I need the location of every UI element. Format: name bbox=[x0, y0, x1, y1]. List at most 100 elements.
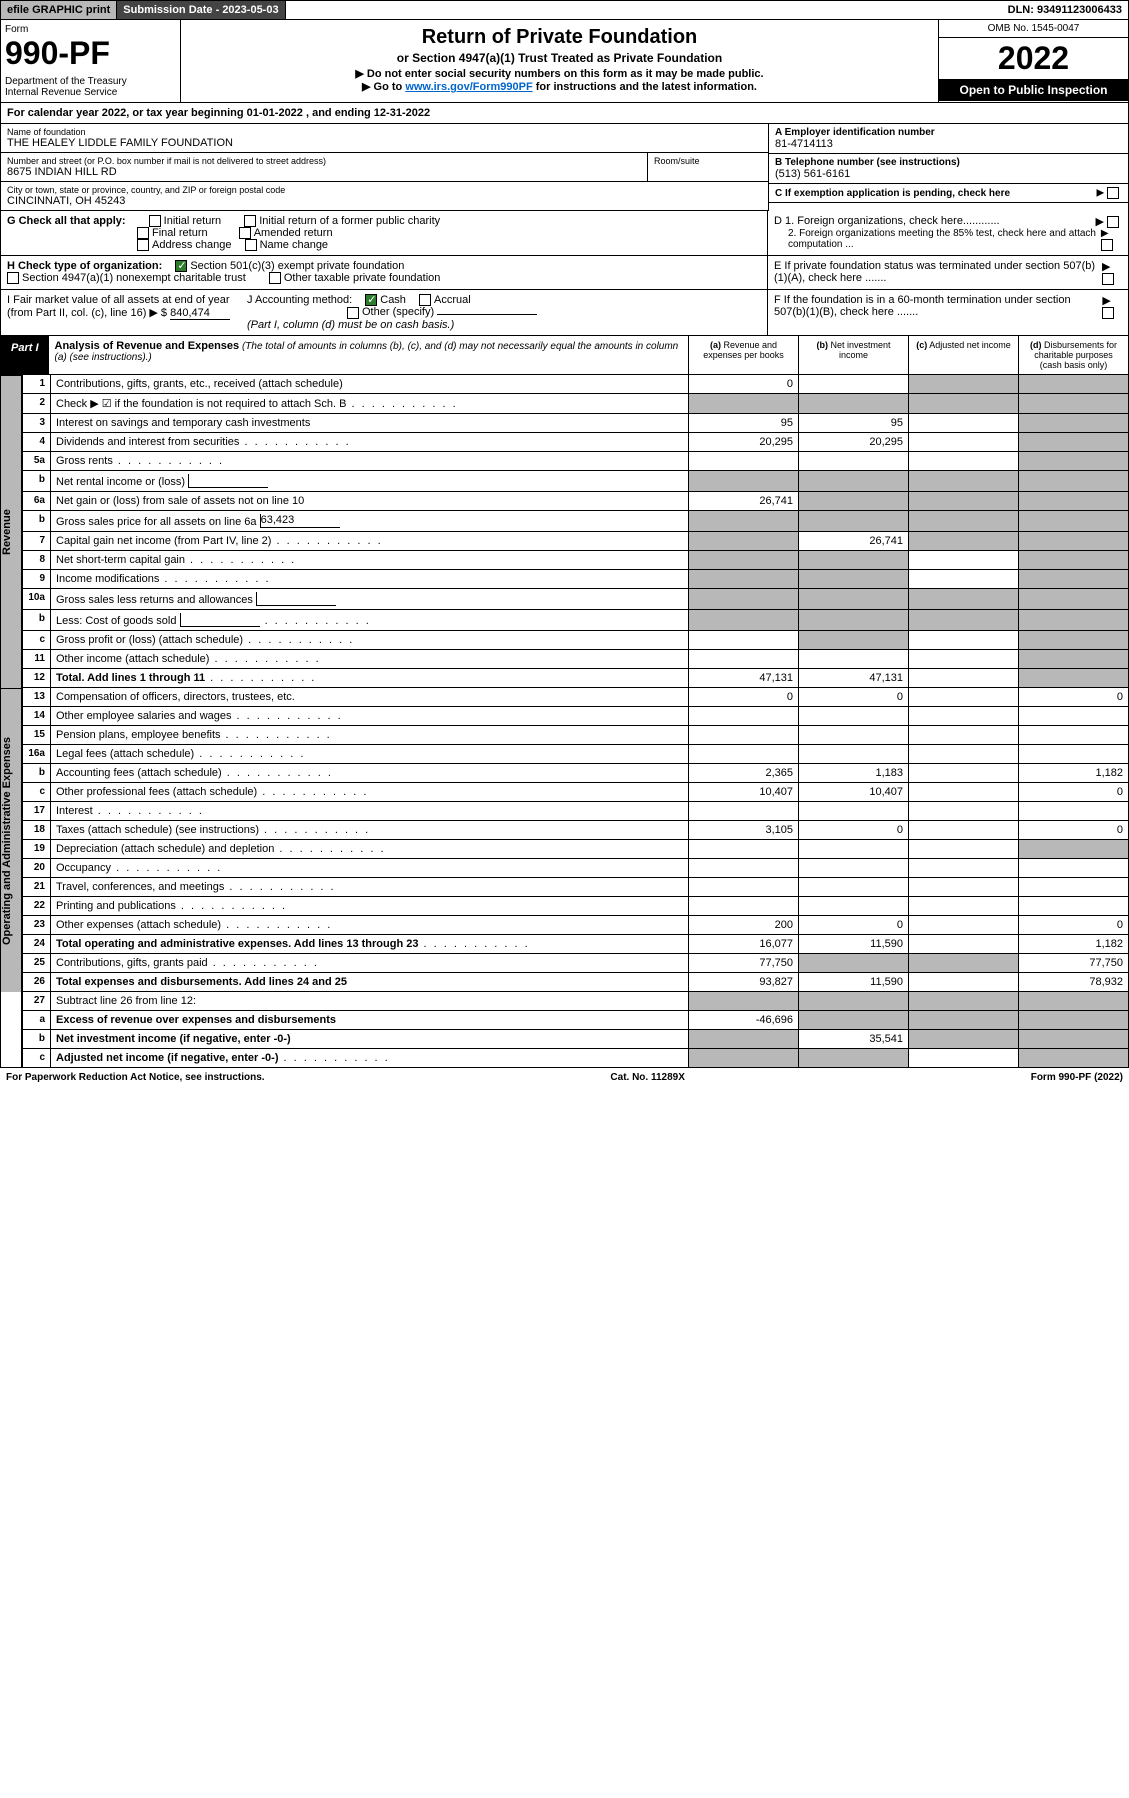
g-name-checkbox[interactable] bbox=[245, 239, 257, 251]
table-row: 25Contributions, gifts, grants paid77,75… bbox=[23, 953, 1129, 972]
table-row: 8Net short-term capital gain bbox=[23, 550, 1129, 569]
table-row: bLess: Cost of goods sold bbox=[23, 609, 1129, 630]
part1-label: Part I bbox=[1, 336, 49, 374]
table-row: 9Income modifications bbox=[23, 569, 1129, 588]
expenses-table: 13Compensation of officers, directors, t… bbox=[22, 688, 1129, 992]
g-address-checkbox[interactable] bbox=[137, 239, 149, 251]
calendar-year-row: For calendar year 2022, or tax year begi… bbox=[0, 103, 1129, 124]
c-checkbox[interactable] bbox=[1107, 187, 1119, 199]
table-row: 4Dividends and interest from securities2… bbox=[23, 432, 1129, 451]
address-label: Number and street (or P.O. box number if… bbox=[7, 156, 641, 166]
table-row: 20Occupancy bbox=[23, 858, 1129, 877]
j-accrual-checkbox[interactable] bbox=[419, 294, 431, 306]
phone-label: B Telephone number (see instructions) bbox=[775, 157, 1122, 168]
table-row: bNet rental income or (loss) bbox=[23, 470, 1129, 491]
top-bar: efile GRAPHIC print Submission Date - 20… bbox=[0, 0, 1129, 20]
form-title: Return of Private Foundation bbox=[187, 26, 932, 49]
table-row: 5aGross rents bbox=[23, 451, 1129, 470]
revenue-section: Revenue 1Contributions, gifts, grants, e… bbox=[0, 375, 1129, 688]
j-note: (Part I, column (d) must be on cash basi… bbox=[247, 319, 454, 331]
g-initial-former-checkbox[interactable] bbox=[244, 215, 256, 227]
h-e-row: H Check type of organization: Section 50… bbox=[0, 256, 1129, 290]
table-row: bNet investment income (if negative, ent… bbox=[23, 1029, 1129, 1048]
open-public: Open to Public Inspection bbox=[939, 79, 1128, 101]
department: Department of the TreasuryInternal Reven… bbox=[5, 76, 176, 98]
entity-info: Name of foundation THE HEALEY LIDDLE FAM… bbox=[0, 124, 1129, 211]
table-row: aExcess of revenue over expenses and dis… bbox=[23, 1010, 1129, 1029]
table-row: 19Depreciation (attach schedule) and dep… bbox=[23, 839, 1129, 858]
f-checkbox[interactable] bbox=[1102, 307, 1114, 319]
col-d-header: (d) Disbursements for charitable purpose… bbox=[1018, 336, 1128, 374]
table-row: 14Other employee salaries and wages bbox=[23, 706, 1129, 725]
table-row: cGross profit or (loss) (attach schedule… bbox=[23, 630, 1129, 649]
col-b-header: (b) Net investment income bbox=[798, 336, 908, 374]
dln: DLN: 93491123006433 bbox=[1002, 1, 1128, 19]
form-header: Form 990-PF Department of the TreasuryIn… bbox=[0, 20, 1129, 103]
table-row: 26Total expenses and disbursements. Add … bbox=[23, 972, 1129, 991]
form-note-2: ▶ Go to www.irs.gov/Form990PF for instru… bbox=[187, 80, 932, 93]
tax-year: 2022 bbox=[939, 38, 1128, 79]
part1-title: Analysis of Revenue and Expenses bbox=[55, 340, 240, 352]
j-other-checkbox[interactable] bbox=[347, 307, 359, 319]
table-row: 22Printing and publications bbox=[23, 896, 1129, 915]
foundation-name: THE HEALEY LIDDLE FAMILY FOUNDATION bbox=[7, 137, 762, 149]
h-label: H Check type of organization: bbox=[7, 260, 162, 272]
g-label: G Check all that apply: bbox=[7, 215, 126, 227]
city-label: City or town, state or province, country… bbox=[7, 185, 762, 195]
table-row: 10aGross sales less returns and allowanc… bbox=[23, 588, 1129, 609]
table-row: 16aLegal fees (attach schedule) bbox=[23, 744, 1129, 763]
table-row: 13Compensation of officers, directors, t… bbox=[23, 688, 1129, 707]
e-label: E If private foundation status was termi… bbox=[774, 260, 1102, 285]
d2-checkbox[interactable] bbox=[1101, 239, 1113, 251]
table-row: 1Contributions, gifts, grants, etc., rec… bbox=[23, 375, 1129, 394]
table-row: 15Pension plans, employee benefits bbox=[23, 725, 1129, 744]
ein-label: A Employer identification number bbox=[775, 127, 1122, 138]
d1-label: D 1. Foreign organizations, check here..… bbox=[774, 215, 1000, 228]
h-501c3-checkbox[interactable] bbox=[175, 260, 187, 272]
city: CINCINNATI, OH 45243 bbox=[7, 195, 762, 207]
bottom-table: 27Subtract line 26 from line 12:aExcess … bbox=[22, 992, 1129, 1068]
footer-right: Form 990-PF (2022) bbox=[1031, 1072, 1123, 1083]
phone: (513) 561-6161 bbox=[775, 168, 1122, 180]
j-label: J Accounting method: bbox=[247, 294, 352, 306]
address: 8675 INDIAN HILL RD bbox=[7, 166, 641, 178]
g-amended-checkbox[interactable] bbox=[239, 227, 251, 239]
table-row: cAdjusted net income (if negative, enter… bbox=[23, 1048, 1129, 1067]
name-label: Name of foundation bbox=[7, 127, 762, 137]
d1-checkbox[interactable] bbox=[1107, 216, 1119, 228]
c-label: C If exemption application is pending, c… bbox=[775, 188, 1010, 199]
expenses-side-label: Operating and Administrative Expenses bbox=[0, 688, 22, 992]
table-row: 23Other expenses (attach schedule)20000 bbox=[23, 915, 1129, 934]
form-note-1: ▶ Do not enter social security numbers o… bbox=[187, 67, 932, 80]
e-checkbox[interactable] bbox=[1102, 273, 1114, 285]
submission-date: Submission Date - 2023-05-03 bbox=[117, 1, 285, 19]
g-d-row: G Check all that apply: Initial return I… bbox=[0, 211, 1129, 256]
table-row: 24Total operating and administrative exp… bbox=[23, 934, 1129, 953]
table-row: 27Subtract line 26 from line 12: bbox=[23, 992, 1129, 1011]
form-number: 990-PF bbox=[5, 35, 176, 72]
col-a-header: (a) Revenue and expenses per books bbox=[688, 336, 798, 374]
g-final-checkbox[interactable] bbox=[137, 227, 149, 239]
irs-link[interactable]: www.irs.gov/Form990PF bbox=[405, 81, 532, 93]
part1-header: Part I Analysis of Revenue and Expenses … bbox=[0, 336, 1129, 375]
expenses-section: Operating and Administrative Expenses 13… bbox=[0, 688, 1129, 992]
table-row: bAccounting fees (attach schedule)2,3651… bbox=[23, 763, 1129, 782]
g-initial-checkbox[interactable] bbox=[149, 215, 161, 227]
footer-left: For Paperwork Reduction Act Notice, see … bbox=[6, 1072, 265, 1083]
room-label: Room/suite bbox=[654, 156, 762, 166]
table-row: 17Interest bbox=[23, 801, 1129, 820]
table-row: 6aNet gain or (loss) from sale of assets… bbox=[23, 491, 1129, 510]
table-row: 18Taxes (attach schedule) (see instructi… bbox=[23, 820, 1129, 839]
h-4947-checkbox[interactable] bbox=[7, 272, 19, 284]
footer-mid: Cat. No. 11289X bbox=[610, 1072, 684, 1083]
table-row: bGross sales price for all assets on lin… bbox=[23, 510, 1129, 531]
efile-label[interactable]: efile GRAPHIC print bbox=[1, 1, 117, 19]
ein: 81-4714113 bbox=[775, 138, 1122, 150]
table-row: 11Other income (attach schedule) bbox=[23, 649, 1129, 668]
table-row: 3Interest on savings and temporary cash … bbox=[23, 413, 1129, 432]
h-other-checkbox[interactable] bbox=[269, 272, 281, 284]
page-footer: For Paperwork Reduction Act Notice, see … bbox=[0, 1068, 1129, 1087]
omb-number: OMB No. 1545-0047 bbox=[939, 20, 1128, 38]
table-row: 12Total. Add lines 1 through 1147,13147,… bbox=[23, 668, 1129, 687]
j-cash-checkbox[interactable] bbox=[365, 294, 377, 306]
